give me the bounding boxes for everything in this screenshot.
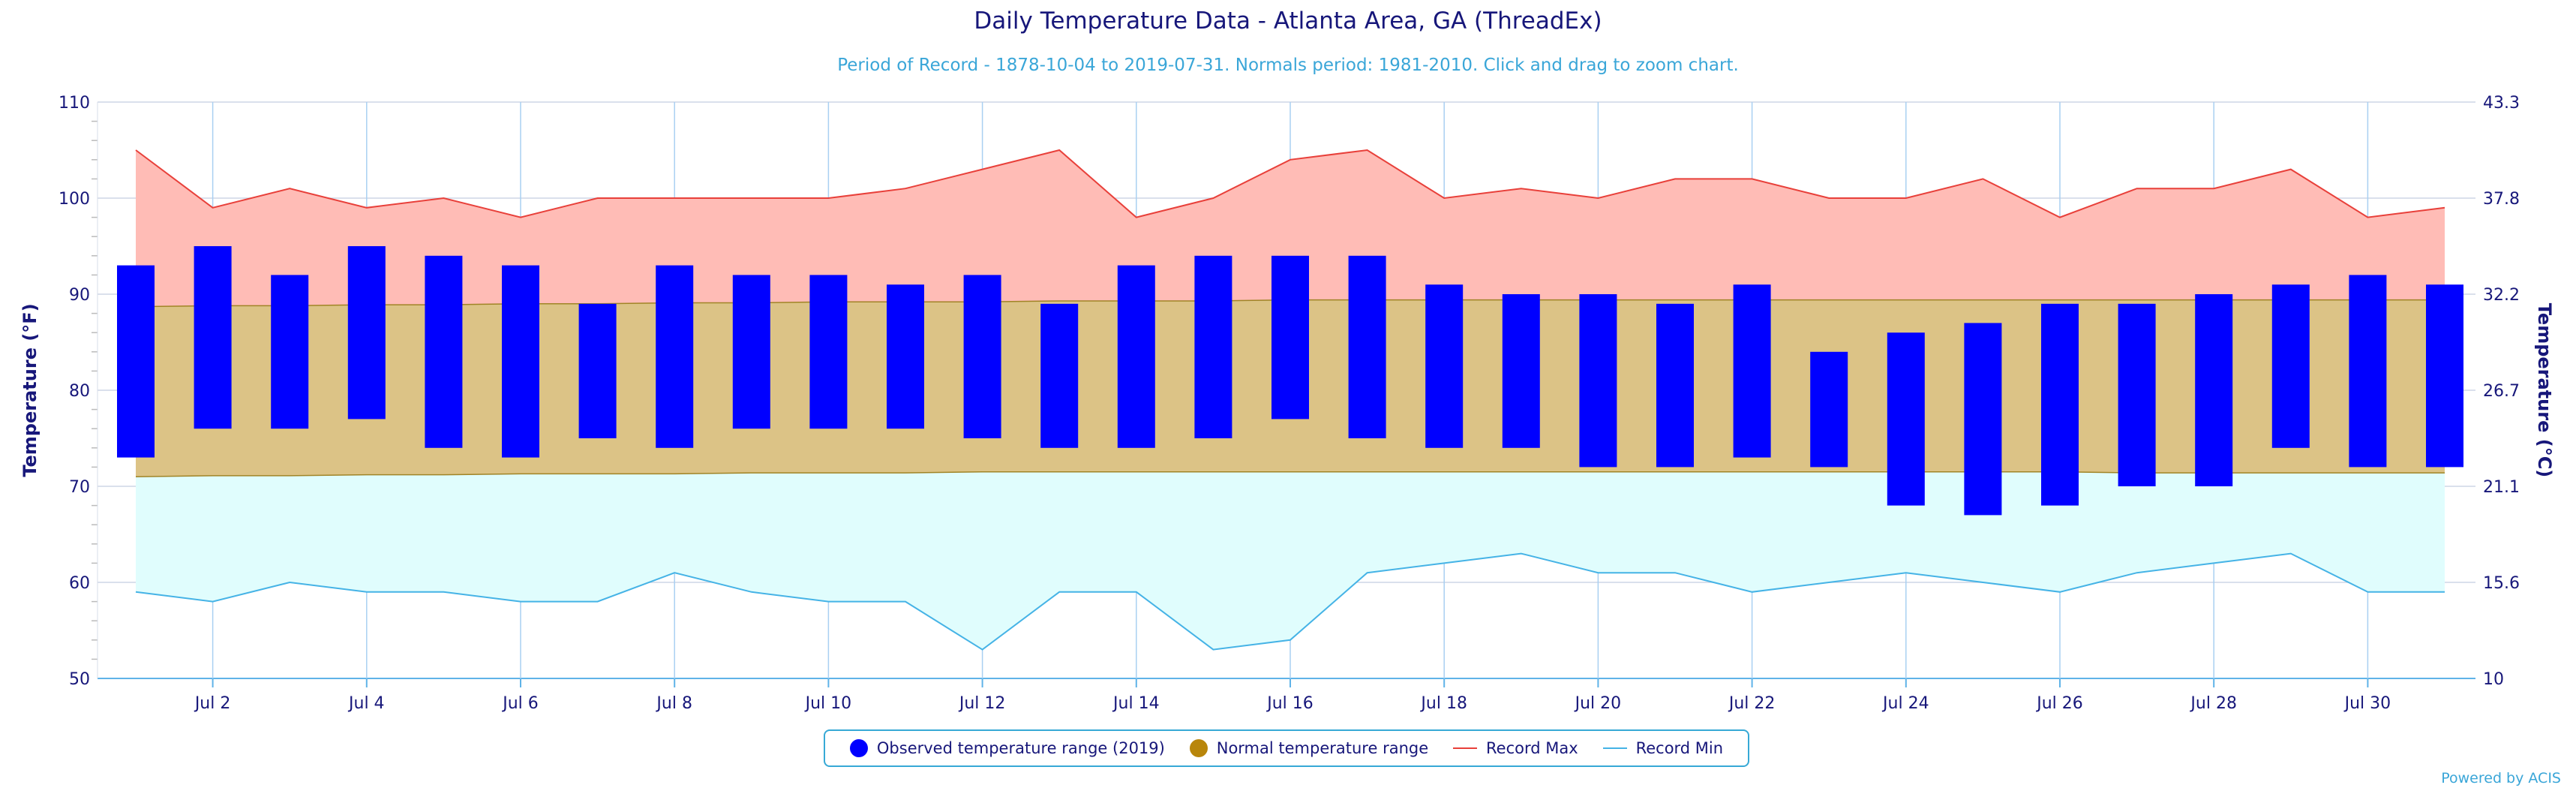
legend-label-observed: Observed temperature range (2019)	[876, 739, 1165, 757]
observed-bar	[1117, 265, 1155, 448]
observed-bar	[1887, 332, 1925, 506]
normal-dot-icon	[1189, 739, 1208, 757]
observed-bar	[1656, 303, 1694, 468]
record-max-line	[135, 149, 2445, 218]
x-tick-label: Jul 14	[1112, 694, 1160, 713]
observed-bar	[656, 265, 694, 448]
x-tick-label: Jul 26	[2035, 694, 2083, 713]
observed-bar	[271, 275, 309, 429]
observed-bar	[1348, 255, 1386, 438]
observed-bar	[887, 284, 924, 429]
chart-title: Daily Temperature Data - Atlanta Area, G…	[974, 8, 1602, 35]
observed-bar	[1810, 351, 1848, 468]
x-tick-label: Jul 2	[194, 694, 231, 713]
chart-subtitle: Period of Record - 1878-10-04 to 2019-07…	[837, 56, 1739, 75]
y-tick-label-left: 60	[69, 574, 90, 593]
y-tick-label-left: 110	[59, 94, 90, 113]
legend-label-record-max: Record Max	[1486, 739, 1578, 757]
x-tick-label: Jul 16	[1265, 694, 1314, 713]
y-tick-label-right: 37.8	[2483, 190, 2520, 209]
x-tick-label: Jul 30	[2343, 694, 2391, 713]
record-max-area	[136, 150, 2445, 307]
observed-bar	[1733, 284, 1771, 458]
x-tick-label: Jul 8	[655, 694, 692, 713]
observed-dot-icon	[849, 739, 868, 757]
observed-bar	[963, 275, 1001, 438]
observed-bar	[2118, 303, 2156, 486]
x-tick-label: Jul 12	[958, 694, 1006, 713]
legend: Observed temperature range (2019) Normal…	[824, 729, 1749, 767]
observed-bar	[117, 265, 155, 458]
observed-bar	[1194, 255, 1232, 438]
y-tick-label-left: 100	[59, 190, 90, 209]
x-tick-label: Jul 28	[2189, 694, 2237, 713]
y-tick-label-left: 90	[69, 286, 90, 305]
record-min-area	[136, 471, 2445, 650]
legend-label-record-min: Record Min	[1635, 739, 1724, 757]
y-tick-label-left: 70	[69, 478, 90, 497]
legend-item-normal[interactable]: Normal temperature range	[1189, 739, 1429, 757]
observed-bar	[732, 275, 770, 429]
observed-bar	[425, 255, 463, 448]
x-tick-label: Jul 24	[1881, 694, 1929, 713]
y-axis-title-left: Temperature (°F)	[20, 303, 41, 477]
observed-bar	[1579, 294, 1617, 468]
legend-label-normal: Normal temperature range	[1216, 739, 1429, 757]
observed-bar	[2426, 284, 2463, 468]
credits-link[interactable]: Powered by ACIS	[2441, 770, 2561, 786]
observed-bar	[1425, 284, 1464, 448]
y-tick-label-left: 80	[69, 382, 90, 401]
observed-bar	[194, 246, 232, 429]
temperature-chart[interactable]: 50 10 60 15.6 70 21.1 80 26.7 90 32.2 100 37.8 110 43…	[0, 0, 2576, 720]
observed-bar	[1271, 255, 1309, 420]
y-tick-label-right: 43.3	[2483, 94, 2520, 113]
observed-bar	[1964, 323, 2002, 516]
observed-bar	[502, 265, 539, 458]
record-min-line	[135, 552, 2445, 651]
legend-item-observed[interactable]: Observed temperature range (2019)	[849, 739, 1165, 757]
x-tick-label: Jul 18	[1419, 694, 1467, 713]
y-tick-label-right: 10	[2483, 670, 2504, 689]
x-tick-label: Jul 10	[804, 694, 852, 713]
observed-bar	[2041, 303, 2079, 506]
x-tick-label: Jul 22	[1728, 694, 1776, 713]
x-tick-label: Jul 4	[347, 694, 385, 713]
observed-bar	[1040, 303, 1079, 448]
y-tick-label-right: 26.7	[2483, 382, 2520, 401]
observed-bar	[2349, 275, 2387, 468]
record-min-line-icon	[1602, 747, 1627, 749]
y-axis-title-right: Temperature (°C)	[2534, 303, 2555, 478]
legend-item-record-max[interactable]: Record Max	[1453, 739, 1578, 757]
observed-bar	[2195, 294, 2233, 486]
record-max-line-icon	[1453, 747, 1478, 749]
axes-layer: 50 10 60 15.6 70 21.1 80 26.7 90 32.2 100 37.8 110 43…	[59, 94, 2520, 713]
observed-bar	[347, 246, 386, 420]
observed-bar	[1502, 294, 1540, 448]
observed-bar	[578, 303, 617, 438]
observed-bars-layer	[117, 246, 2463, 516]
observed-bar	[2271, 284, 2310, 448]
x-tick-label: Jul 20	[1574, 694, 1622, 713]
observed-bar	[809, 275, 848, 429]
y-tick-label-left: 50	[69, 670, 90, 689]
legend-item-record-min[interactable]: Record Min	[1602, 739, 1724, 757]
x-tick-label: Jul 6	[501, 694, 539, 713]
y-tick-label-right: 15.6	[2483, 574, 2520, 593]
y-tick-label-right: 21.1	[2483, 478, 2520, 497]
y-tick-label-right: 32.2	[2483, 286, 2520, 305]
